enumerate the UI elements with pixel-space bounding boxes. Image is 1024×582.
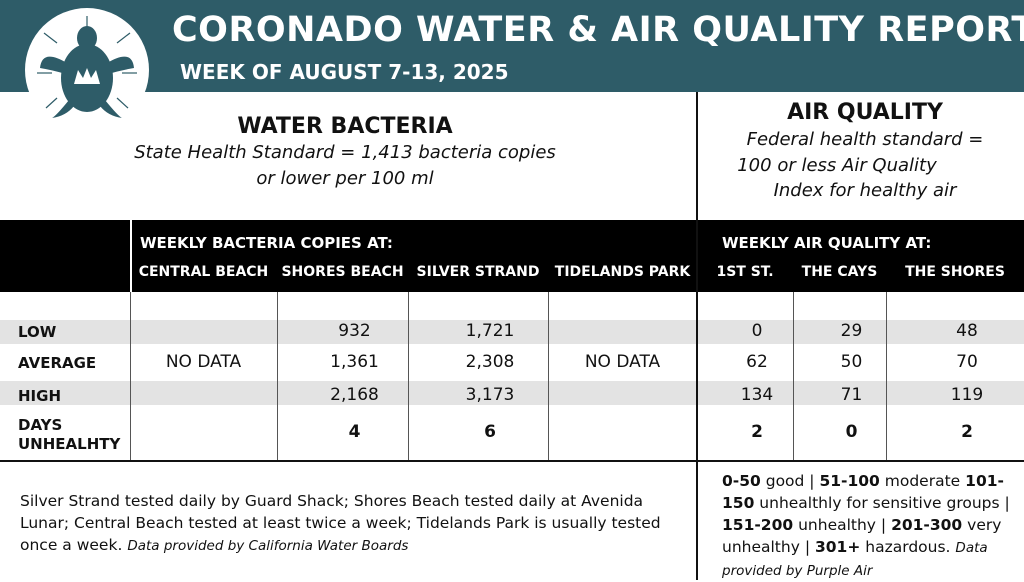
air-standard: Federal health standard = [746, 129, 984, 150]
cell: 1,721 [465, 321, 515, 341]
water-note: Silver Strand tested daily by Guard Shac… [20, 490, 680, 557]
legend-range: 51-100 [819, 472, 880, 490]
header-row [0, 220, 1024, 292]
rule [696, 92, 698, 580]
column-header: CENTRAL BEACH [138, 264, 269, 280]
cell: 134 [740, 385, 774, 405]
row-label: DAYS UNHEALHTY [18, 416, 121, 453]
cell: 119 [950, 385, 984, 405]
legend-label: moderate [884, 472, 961, 490]
cell: 62 [746, 352, 768, 372]
cell: 71 [840, 385, 863, 405]
legend-label: unhealthy | [798, 516, 887, 534]
row-label: AVERAGE [18, 354, 97, 372]
row-shade [0, 381, 1024, 405]
note-credit: Data provided by California Water Boards [127, 538, 409, 554]
rule [0, 460, 1024, 462]
air-standard: Index for healthy air [773, 180, 957, 201]
row-label: LOW [18, 323, 57, 341]
group-heading: WEEKLY BACTERIA COPIES AT: [140, 234, 393, 252]
air-legend: 0-50 good | 51-100 moderate 101-150 unhe… [722, 470, 1022, 582]
cell: 2 [961, 422, 973, 442]
column-header: THE CAYS [801, 264, 878, 280]
legend-label: unhealthly for sensitive groups | [759, 494, 1010, 512]
cell: 50 [840, 352, 863, 372]
subtitle: WEEK OF AUGUST 7-13, 2025 [180, 60, 509, 84]
column-line [793, 292, 794, 460]
legend-range: 301+ [814, 538, 861, 556]
column-header: SILVER STRAND [416, 264, 540, 280]
row-label: HIGH [18, 387, 62, 405]
column-line [130, 292, 131, 460]
water-standard: or lower per 100 ml [256, 168, 434, 189]
cell: 6 [484, 422, 496, 442]
cell: 932 [338, 321, 371, 341]
cell: 2,168 [330, 385, 379, 405]
cell: 3,173 [465, 385, 515, 405]
column-header: 1ST ST. [716, 264, 774, 280]
legend-range: 151-200 [722, 516, 794, 534]
divider [130, 220, 132, 292]
air-heading: AIR QUALITY [787, 100, 943, 125]
cell: 0 [845, 422, 858, 442]
row-shade [0, 320, 1024, 344]
air-standard: 100 or less Air Quality [737, 155, 937, 176]
cell: 4 [348, 422, 361, 442]
cell: 2 [751, 422, 763, 442]
legend-label: hazardous. [865, 538, 951, 556]
water-standard: State Health Standard = 1,413 bacteria c… [134, 142, 556, 163]
cell: 2,308 [465, 352, 515, 372]
cell: 1,361 [330, 352, 379, 372]
column-header: THE SHORES [905, 264, 1005, 280]
cell: NO DATA [584, 352, 661, 372]
cell: NO DATA [165, 352, 242, 372]
column-line [548, 292, 549, 460]
legend-range: 101-150 [722, 472, 1004, 512]
column-header: SHORES BEACH [281, 264, 404, 280]
cell: 0 [751, 321, 763, 341]
water-heading: WATER BACTERIA [237, 114, 453, 139]
logo [25, 8, 149, 132]
cell: 70 [956, 352, 978, 372]
column-header: TIDELANDS PARK [554, 264, 691, 280]
legend-label: good | [765, 472, 815, 490]
header-band [0, 0, 1024, 92]
column-line [886, 292, 887, 460]
cell: 29 [840, 321, 863, 341]
legend-range: 0-50 [722, 472, 761, 490]
legend-credit: Data provided by Purple Air [722, 540, 988, 579]
title: CORONADO WATER & AIR QUALITY REPORT [172, 10, 1024, 50]
column-line [408, 292, 409, 460]
cell: 48 [956, 321, 978, 341]
note-text: Silver Strand tested daily by Guard Shac… [20, 492, 661, 554]
legend-label: very unhealthy | [722, 516, 1002, 556]
column-line [277, 292, 278, 460]
legend-range: 201-300 [891, 516, 963, 534]
group-heading: WEEKLY AIR QUALITY AT: [722, 234, 932, 252]
